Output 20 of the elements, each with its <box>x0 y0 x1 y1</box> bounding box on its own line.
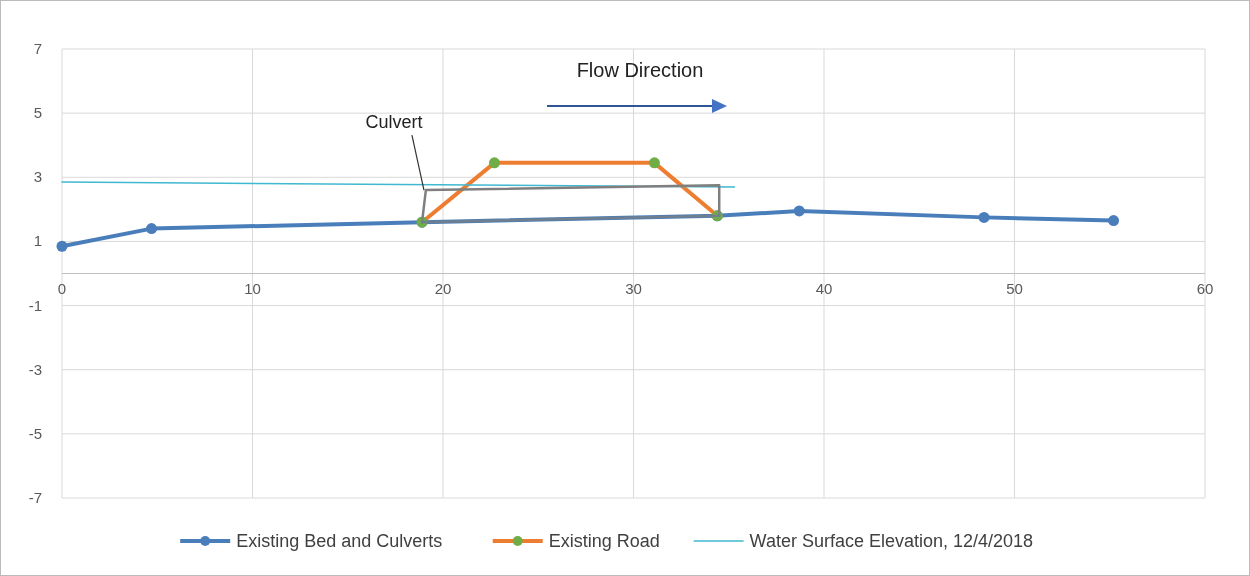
annotation: Flow Direction <box>576 59 704 81</box>
y-tick-label: -5 <box>28 424 42 442</box>
y-tick-label: 5 <box>33 104 42 122</box>
x-tick-label: 20 <box>434 279 452 297</box>
x-tick-label: 10 <box>244 279 261 297</box>
x-tick-label: 0 <box>57 279 67 297</box>
y-tick-label: -3 <box>28 360 42 378</box>
legend-label: Existing Bed and Culverts <box>236 531 443 551</box>
annotation: Culvert <box>365 112 423 133</box>
y-tick-label: 3 <box>33 168 42 186</box>
legend-label: Existing Road <box>548 531 660 551</box>
x-tick-label: 50 <box>1006 279 1023 297</box>
x-tick-label: 40 <box>815 279 833 297</box>
y-tick-label: 1 <box>33 232 42 250</box>
y-tick-label: 7 <box>33 40 42 57</box>
y-tick-label: -1 <box>28 296 42 314</box>
x-tick-label: 60 <box>1196 279 1214 297</box>
y-tick-label: -7 <box>28 489 42 506</box>
legend-label: Water Surface Elevation, 12/4/2018 <box>749 531 1034 551</box>
x-tick-label: 30 <box>625 279 642 297</box>
